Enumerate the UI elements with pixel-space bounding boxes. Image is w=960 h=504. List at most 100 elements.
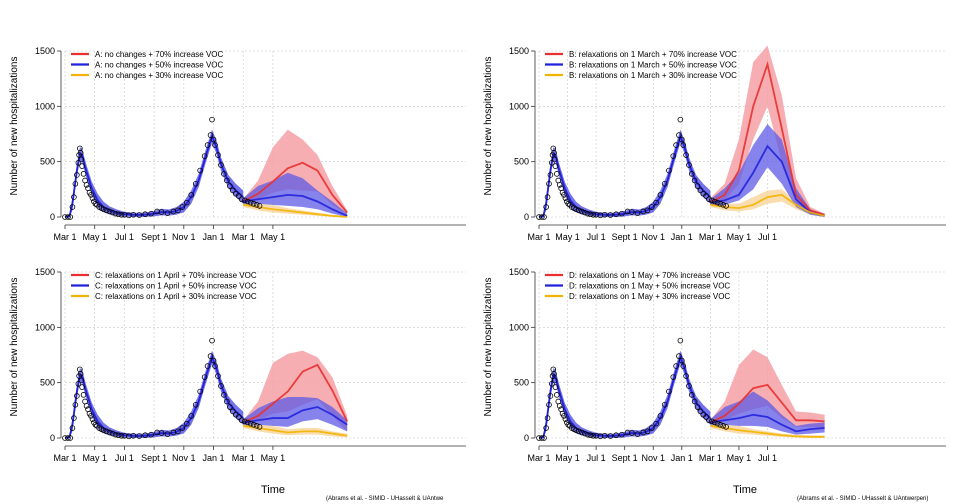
observed-point (649, 425, 655, 431)
observed-point (197, 388, 203, 395)
observed-point (683, 373, 689, 379)
series-line-blue (243, 193, 348, 217)
observed-point (573, 427, 579, 434)
observed-point (670, 153, 677, 159)
x-tick-label: Mar 1 (232, 232, 255, 242)
observed-point (720, 423, 727, 429)
observed-point (164, 210, 171, 216)
observed-point (676, 353, 682, 359)
observed-point (179, 204, 186, 210)
x-tick-label: Mar 1 (232, 453, 255, 463)
y-tick-label: 500 (40, 378, 55, 388)
observed-point (666, 167, 672, 174)
band-yellow (243, 202, 348, 217)
observed-point (78, 156, 85, 163)
observed-point (717, 200, 724, 207)
panel-C: 0 500 1000 1500 Mar 1 May 1 Jul 1 Sept 1 Nov 1 Ja… (9, 267, 466, 463)
observed-point (544, 415, 551, 421)
observed-point (561, 192, 567, 198)
series-line-red (709, 383, 825, 424)
observed-point (207, 132, 214, 138)
observed-point (247, 420, 254, 427)
observed-point (673, 363, 679, 369)
observed-point (77, 371, 84, 377)
x-tick-label: Jul 1 (587, 453, 606, 463)
y-tick-label: 1500 (509, 267, 529, 277)
x-tick-label: Mar 1 (527, 453, 550, 463)
observed-point (666, 388, 672, 395)
observed-point (579, 429, 585, 436)
legend-label: C: relaxations on 1 April + 70% increase… (95, 271, 257, 280)
x-tick-label: May 1 (555, 232, 580, 242)
y-tick-label: 0 (524, 212, 529, 222)
observed-point (565, 421, 572, 428)
observed-point (218, 383, 224, 389)
series-line-blue (710, 144, 825, 217)
observed-point (241, 197, 248, 204)
x-tick-label: Jul 1 (115, 232, 134, 242)
observed-point (593, 211, 599, 218)
band-blue (710, 391, 825, 435)
observed-point (677, 116, 684, 123)
x-tick-label: May 1 (727, 453, 752, 463)
observed-point (549, 380, 555, 387)
y-tick-label: 500 (40, 157, 55, 167)
x-tick-label: Nov 1 (172, 453, 196, 463)
observed-point (88, 413, 94, 419)
observed-point (247, 199, 254, 206)
observed-point (676, 132, 682, 138)
observed-point (179, 425, 186, 431)
observed-point (686, 383, 692, 389)
observed-point (204, 142, 211, 148)
observed-point (72, 181, 79, 187)
observed-point (706, 196, 712, 203)
observed-point (221, 392, 227, 398)
observed-point (556, 403, 563, 409)
y-tick-label: 0 (50, 433, 55, 443)
observed-point (547, 393, 554, 399)
observed-point (74, 393, 80, 399)
observed-point (551, 377, 558, 384)
x-tick-label: Mar 1 (53, 232, 76, 242)
observed-point (554, 171, 560, 177)
x-tick-label: Sept 1 (612, 232, 638, 242)
observed-point (74, 172, 80, 178)
observed-point (691, 177, 698, 184)
x-tick-label: Mar 1 (699, 232, 722, 242)
observed-point (212, 363, 218, 369)
observed-point (115, 211, 122, 218)
observed-point (689, 392, 695, 398)
observed-point (253, 202, 260, 208)
observed-point (201, 374, 208, 380)
y-tick-label: 0 (524, 433, 529, 443)
series-line-yellow (710, 424, 825, 438)
observed-point (543, 425, 549, 431)
observed-point (562, 416, 569, 422)
observed-point (539, 214, 545, 220)
observed-point (69, 425, 76, 431)
credit-left: (Abrams et al. - SIMID - UHasselt & UAnt… (326, 496, 444, 502)
y-tick-label: 1000 (509, 101, 529, 111)
observed-point (71, 194, 77, 200)
observed-point (556, 182, 563, 188)
observed-point (210, 136, 217, 143)
observed-point (148, 210, 154, 217)
observed-point (235, 193, 242, 199)
observed-point (244, 198, 251, 205)
observed-point (552, 163, 559, 169)
observed-point (253, 423, 260, 429)
observed-point (92, 200, 99, 207)
observed-point (109, 430, 116, 437)
observed-point (679, 357, 685, 364)
legend-label: C: relaxations on 1 April + 30% increase… (95, 292, 257, 301)
x-tick-label: Mar 1 (699, 453, 722, 463)
observed-point (680, 363, 687, 369)
observed-point (188, 192, 195, 198)
observed-point (183, 420, 190, 427)
observed-point (584, 210, 591, 217)
x-tick-label: Mar 1 (527, 232, 550, 242)
observed-point (653, 199, 659, 206)
observed-point (136, 212, 143, 218)
observed-point (207, 353, 214, 359)
observed-point (551, 150, 557, 156)
